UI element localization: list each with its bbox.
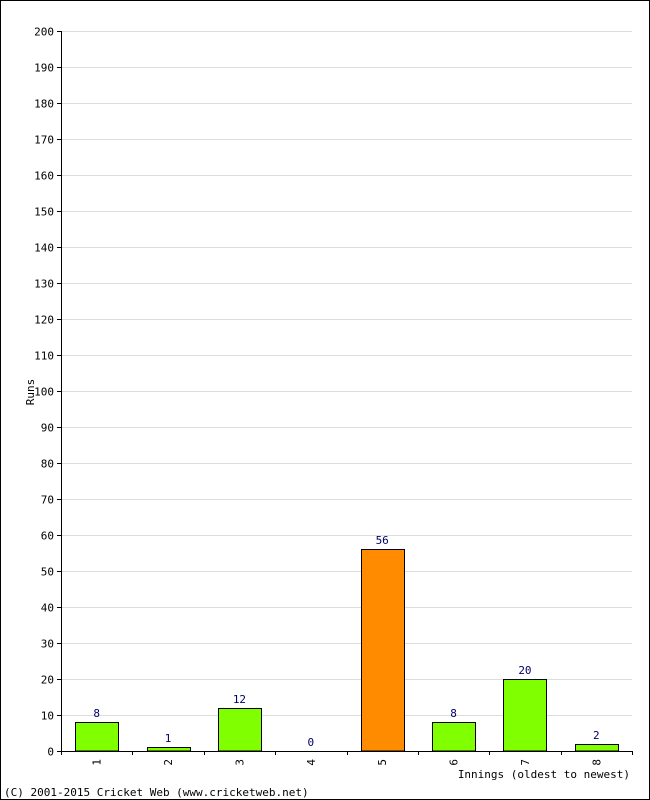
x-tick-label: 5: [376, 759, 389, 766]
bar-innings-6: [432, 722, 476, 752]
data-label: 0: [308, 736, 315, 749]
x-tick-label: 3: [233, 759, 246, 766]
y-tick-label: 60: [41, 530, 54, 543]
bar-innings-2: [147, 747, 191, 752]
y-tick-label: 180: [34, 98, 54, 111]
bar-innings-3: [218, 708, 262, 752]
gridlines: [61, 31, 632, 716]
y-tick-label: 30: [41, 638, 54, 651]
data-label: 56: [376, 534, 389, 547]
data-labels: 8 1 12 0 56 8 20 2: [93, 534, 599, 749]
copyright-text: (C) 2001-2015 Cricket Web (www.cricketwe…: [4, 786, 309, 799]
data-label: 1: [165, 732, 172, 745]
x-tick-label: 7: [519, 759, 532, 766]
data-label: 12: [233, 693, 246, 706]
x-tick-label: 2: [162, 759, 175, 766]
x-tick-label: 8: [590, 759, 603, 766]
y-tick-label: 120: [34, 314, 54, 327]
y-tick-label: 80: [41, 458, 54, 471]
data-label: 20: [518, 664, 531, 677]
y-axis-title: Runs: [24, 379, 37, 406]
y-tick-label: 110: [34, 350, 54, 363]
bars: [75, 549, 619, 752]
x-tick-label: 4: [305, 759, 318, 766]
y-tick-label: 170: [34, 134, 54, 147]
y-tick-label: 150: [34, 206, 54, 219]
bar-innings-5: [361, 549, 405, 752]
x-tick-label: 1: [91, 759, 104, 766]
data-label: 8: [450, 707, 457, 720]
y-tick-label: 130: [34, 278, 54, 291]
y-tick-label: 200: [34, 26, 54, 39]
x-tick-label: 6: [448, 759, 461, 766]
x-axis-title: Innings (oldest to newest): [458, 768, 630, 781]
y-tick-label: 0: [47, 746, 54, 759]
y-tick-labels: 0 10 20 30 40 50 60 70 80 90 100 110 120 130 140 150 160…: [34, 26, 54, 759]
y-tick-label: 190: [34, 62, 54, 75]
y-tick-label: 10: [41, 710, 54, 723]
y-tick-label: 100: [34, 386, 54, 399]
data-label: 8: [93, 707, 100, 720]
y-tick-label: 40: [41, 602, 54, 615]
data-label: 2: [593, 729, 600, 742]
y-tick-label: 140: [34, 242, 54, 255]
bar-innings-7: [503, 679, 547, 752]
bar-innings-8: [575, 744, 619, 752]
x-tick-labels: 1 2 3 4 5 6 7 8: [91, 759, 604, 766]
axes: [57, 31, 633, 755]
y-tick-label: 160: [34, 170, 54, 183]
y-tick-label: 20: [41, 674, 54, 687]
y-tick-label: 90: [41, 422, 54, 435]
bar-innings-1: [75, 722, 119, 752]
y-tick-label: 70: [41, 494, 54, 507]
y-tick-label: 50: [41, 566, 54, 579]
